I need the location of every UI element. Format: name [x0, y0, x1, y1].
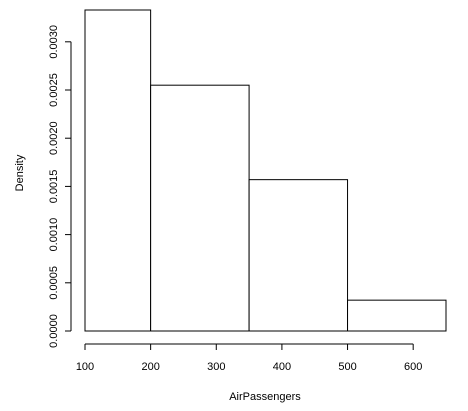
- y-tick-label: 0.0015: [48, 170, 60, 204]
- x-tick-label: 200: [141, 361, 159, 373]
- y-tick-label: 0.0010: [48, 218, 60, 252]
- histogram-bar-4: [347, 299, 447, 332]
- bars-group: [84, 9, 447, 332]
- y-tick-label: 0.0005: [48, 266, 60, 300]
- x-tick-label: 300: [207, 361, 225, 373]
- y-axis-label: Density: [14, 154, 26, 191]
- x-axis-label: AirPassengers: [229, 391, 301, 403]
- x-tick-label: 100: [76, 361, 94, 373]
- y-tick-label: 0.0000: [48, 314, 60, 348]
- y-tick-label: 0.0020: [48, 121, 60, 155]
- x-tick-label: 600: [404, 361, 422, 373]
- x-tick-label: 400: [273, 361, 291, 373]
- histogram-bar-3: [248, 179, 349, 332]
- y-tick-label: 0.0025: [48, 73, 60, 107]
- y-tick-label: 0.0030: [48, 25, 60, 59]
- x-tick-label: 500: [338, 361, 356, 373]
- histogram-bar-2: [150, 84, 250, 332]
- histogram-bar-1: [84, 9, 152, 332]
- y-axis: 0.0000 0.0005 0.0010 0.0015 0.0020 0.0025 0.00…: [48, 25, 72, 348]
- x-axis: 100 200 300 400 500 600: [76, 343, 422, 373]
